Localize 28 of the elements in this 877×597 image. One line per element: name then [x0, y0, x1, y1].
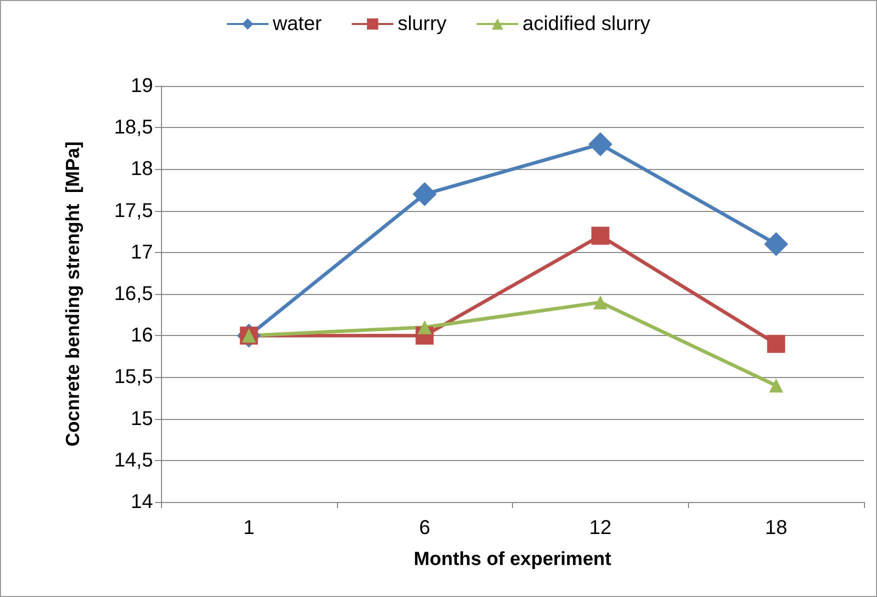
y-tick-label: 16 [130, 324, 153, 347]
point [769, 378, 784, 393]
legend-label: slurry [398, 13, 446, 35]
x-tick-label: 18 [765, 517, 788, 539]
y-tick-label: 14,5 [114, 449, 153, 472]
x-axis-title: Months of experiment [414, 549, 612, 570]
point [767, 334, 786, 353]
x-tick-label: 12 [589, 517, 612, 539]
point [588, 132, 612, 156]
y-tick-label: 16,5 [114, 283, 153, 305]
y-tick-label: 18 [130, 158, 153, 180]
y-axis-title: Cocnrete bending strenght [MPa] [63, 141, 84, 447]
point [591, 226, 610, 245]
legend-label: water [272, 13, 322, 35]
y-tick-label: 14 [130, 491, 153, 513]
y-tick-label: 15 [130, 408, 153, 430]
point [764, 232, 788, 256]
y-tick-label: 15,5 [114, 366, 153, 388]
point [412, 182, 437, 206]
point [418, 320, 432, 334]
x-tick-label: 6 [419, 517, 430, 539]
y-tick-label: 18,5 [114, 116, 153, 139]
y-tick-label: 19 [130, 75, 153, 97]
y-tick-label: 17 [130, 241, 153, 264]
y-tick-label: 17,5 [114, 200, 153, 222]
point [593, 295, 608, 310]
x-tick-label: 1 [243, 517, 254, 539]
legend-label: acidified slurry [522, 13, 650, 35]
